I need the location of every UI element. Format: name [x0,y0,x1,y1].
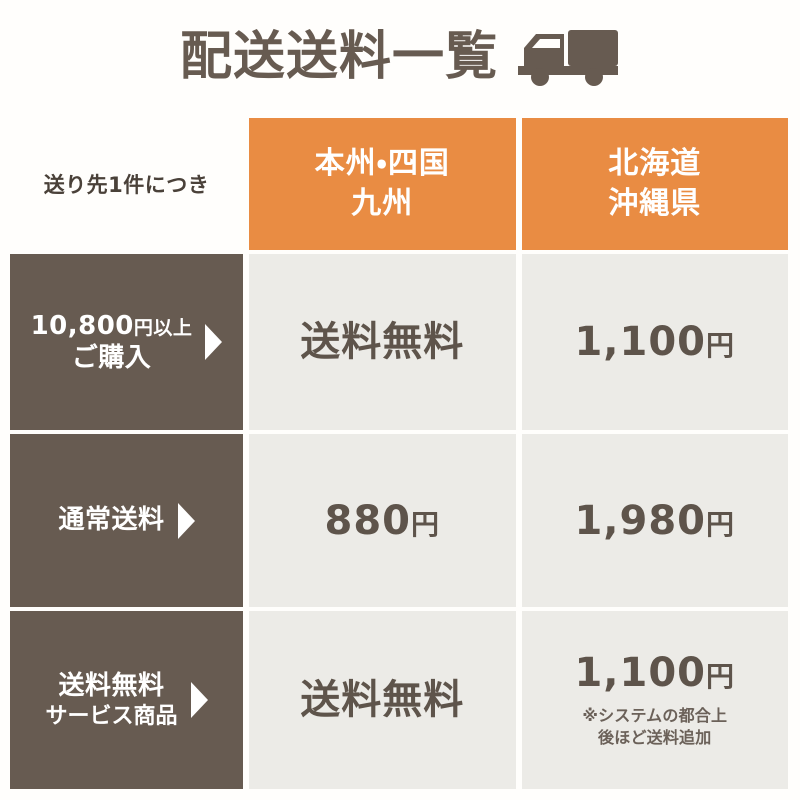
row-3-honshu-value: 送料無料 [300,678,464,722]
table-header-row: 送り先1件につき 本州・四国 九州 北海道 沖縄県 [10,118,788,250]
row-3-hokkaido-amount: 1,100 [574,650,706,697]
row-3-label-cell: 送料無料 サービス商品 [10,611,243,789]
per-destination-note: 送り先1件につき [43,173,210,197]
row-3-hokkaido-note: ※システムの都合上 後ほど送料追加 [582,705,727,748]
row-3-note-line2: 後ほど送料追加 [598,728,712,747]
header-region-hokkaido: 北海道 沖縄県 [521,118,788,250]
header-region-hokkaido-line1: 北海道 [608,145,702,181]
row-1-honshu-cell: 送料無料 [249,254,516,430]
fee-table: 送り先1件につき 本州・四国 九州 北海道 沖縄県 10,800円以上 ご購入 [10,118,788,789]
row-2-label-cell: 通常送料 [10,434,243,607]
row-3-label-line2: サービス商品 [45,703,178,729]
header-region-hokkaido-line2: 沖縄県 [608,186,702,221]
row-2-honshu-unit: 円 [410,507,440,541]
row-2-honshu-value: 880円 [324,499,440,543]
row-3-hokkaido-cell: 1,100円 ※システムの都合上 後ほど送料追加 [521,611,788,789]
header-region-honshu-line1: 本州・四国 [314,145,450,181]
header-region-honshu: 本州・四国 九州 [249,118,516,250]
row-3-honshu-amount: 送料無料 [300,677,465,723]
row-1-hokkaido-amount: 1,100 [574,319,706,365]
row-2-label-line1: 通常送料 [58,505,165,536]
row-3-hokkaido-unit: 円 [706,660,736,694]
row-1-label-line2: ご購入 [71,343,152,373]
row-3-label-line1: 送料無料 [58,671,165,701]
row-2-hokkaido-value: 1,980円 [574,499,735,543]
page-title-text: 配送送料一覧 [179,27,498,87]
row-1-label-cell: 10,800円以上 ご購入 [10,254,243,430]
row-3-note-line1: ※システムの都合上 [582,706,728,726]
row-1-hokkaido-unit: 円 [706,329,736,362]
arrow-right-icon [190,682,208,718]
truck-icon [518,30,618,86]
row-2-hokkaido-cell: 1,980円 [521,434,788,607]
table-row: 送料無料 サービス商品 送料無料 1,100円 ※システムの都合上 後ほど送料追… [10,611,788,789]
row-2-hokkaido-amount: 1,980 [574,497,706,544]
row-3-honshu-cell: 送料無料 [249,611,516,789]
header-label-cell: 送り先1件につき [10,118,243,250]
table-row: 10,800円以上 ご購入 送料無料 1,100円 [10,254,788,430]
row-2-honshu-cell: 880円 [249,434,516,607]
header-region-honshu-line2: 九州 [351,186,414,221]
row-1-label-line1: 10,800円以上 [31,310,193,343]
row-1-honshu-value: 送料無料 [300,320,464,364]
table-row: 通常送料 880円 1,980円 [10,434,788,607]
row-1-label-unit: 円以上 [133,316,193,339]
row-1-label-amount: 10,800 [30,310,134,341]
arrow-right-icon [177,502,195,539]
row-2-honshu-amount: 880 [324,497,411,544]
arrow-right-icon [205,324,223,360]
row-2-hokkaido-unit: 円 [706,507,736,541]
row-1-honshu-amount: 送料無料 [300,319,465,365]
row-1-hokkaido-cell: 1,100円 [521,254,788,430]
row-3-hokkaido-value: 1,100円 [574,651,735,695]
row-1-hokkaido-value: 1,100円 [574,320,735,364]
page-title: 配送送料一覧 [0,14,800,100]
